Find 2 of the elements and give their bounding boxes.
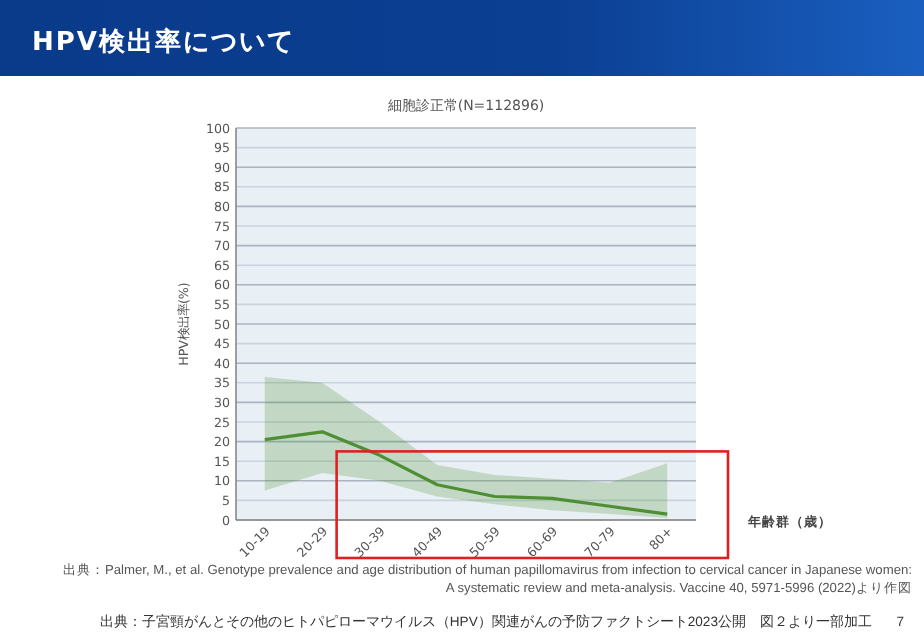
line-series [263,430,669,516]
chart-title: HPV検出率について [32,26,295,58]
